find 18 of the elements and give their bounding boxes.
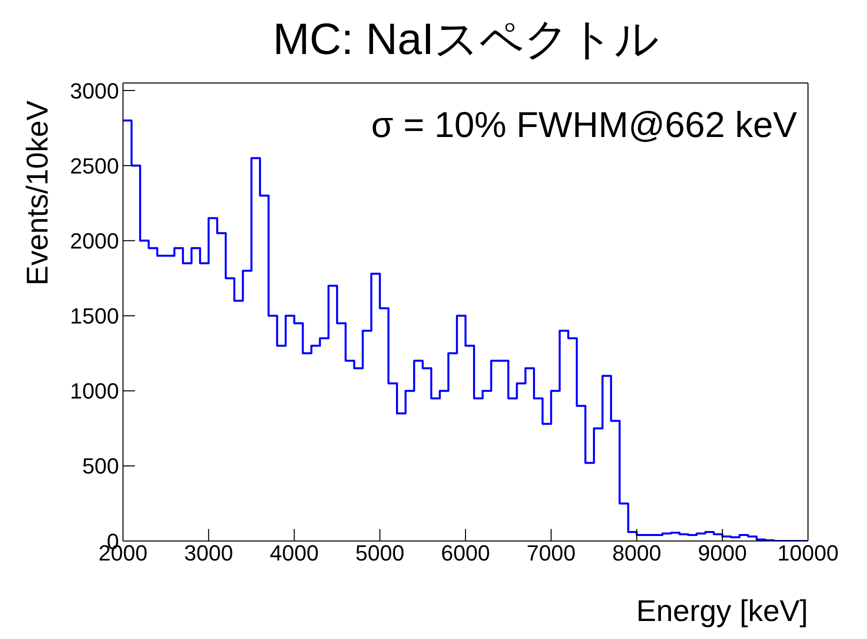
y-tick-label: 500 bbox=[82, 454, 119, 479]
chart-title: MC: NaIスペクトル bbox=[272, 14, 660, 66]
y-tick-label: 3000 bbox=[70, 78, 119, 104]
y-tick-label: 1500 bbox=[70, 304, 119, 329]
y-tick-label: 2000 bbox=[70, 228, 119, 254]
x-tick-label: 5000 bbox=[355, 540, 404, 566]
x-axis-title: Energy [keV] bbox=[636, 595, 808, 628]
x-tick-label: 4000 bbox=[270, 540, 319, 566]
y-tick-label: 2500 bbox=[70, 153, 119, 178]
x-tick-label: 9000 bbox=[698, 540, 747, 566]
y-tick-label: 1000 bbox=[70, 378, 119, 404]
x-tick-label: 10000 bbox=[777, 540, 839, 566]
x-tick-label: 8000 bbox=[612, 540, 662, 566]
y-axis-title: Events/10keV bbox=[21, 100, 54, 286]
annotation: σ = 10% FWHM@662 keV bbox=[371, 104, 797, 146]
x-tick-label: 6000 bbox=[441, 540, 490, 566]
x-tick-label: 7000 bbox=[526, 540, 576, 566]
x-tick-label: 3000 bbox=[184, 540, 234, 566]
